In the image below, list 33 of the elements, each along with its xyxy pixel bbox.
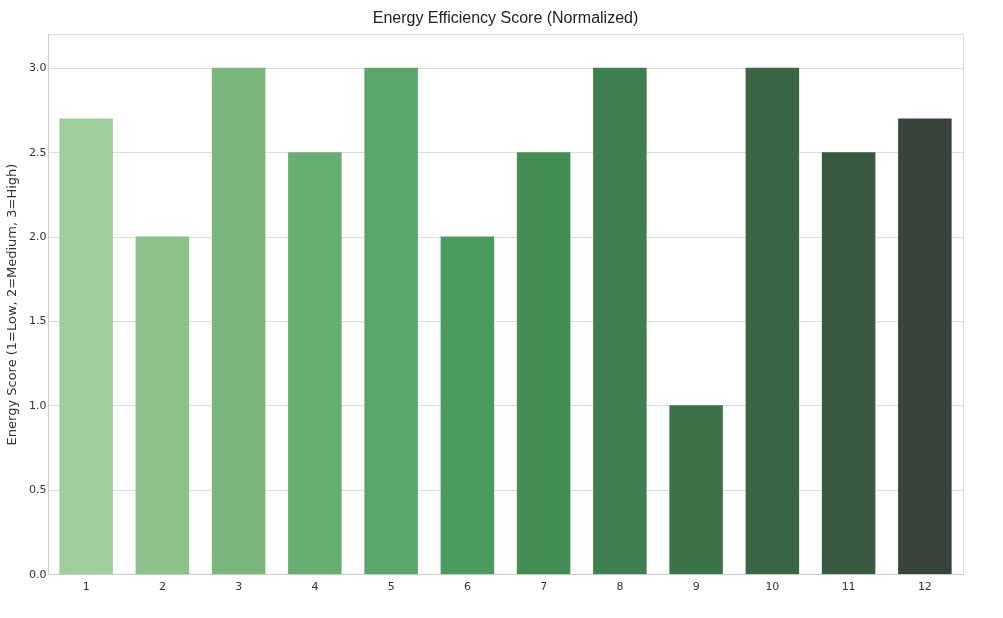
chart-title: Energy Efficiency Score (Normalized) <box>372 9 639 26</box>
bar <box>135 236 190 574</box>
bar <box>593 67 647 574</box>
bar <box>364 67 418 574</box>
y-tick-label: 3.0 <box>29 61 47 75</box>
bar <box>211 67 266 574</box>
x-tick-label: 3 <box>235 579 243 593</box>
bar <box>898 118 952 574</box>
y-tick-label: 0.0 <box>29 567 47 581</box>
x-tick-label: 5 <box>387 579 395 593</box>
x-tick-label: 1 <box>82 579 90 593</box>
x-tick-label: 6 <box>463 579 471 593</box>
x-tick-label: 8 <box>616 579 624 593</box>
x-tick-label: 7 <box>540 579 548 593</box>
bar <box>288 152 342 574</box>
bar <box>669 405 723 574</box>
y-tick-label: 1.5 <box>29 314 47 328</box>
y-axis-title: Energy Score (1=Low, 2=Medium, 3=High) <box>4 163 20 446</box>
x-tick-label: 12 <box>917 579 932 593</box>
bar <box>440 236 495 574</box>
x-tick-label: 10 <box>765 579 780 593</box>
bar <box>745 67 800 574</box>
bar <box>821 152 876 574</box>
x-tick-label: 2 <box>158 579 166 593</box>
x-tick-label: 9 <box>692 579 700 593</box>
bar <box>59 118 113 574</box>
x-tick-label: 4 <box>311 579 319 593</box>
bar <box>516 152 571 574</box>
y-tick-label: 2.0 <box>29 230 47 243</box>
y-tick-label: 1.0 <box>29 398 47 412</box>
x-tick-label: 11 <box>841 579 856 593</box>
y-tick-label: 0.5 <box>29 483 47 497</box>
y-tick-label: 2.5 <box>29 145 47 159</box>
